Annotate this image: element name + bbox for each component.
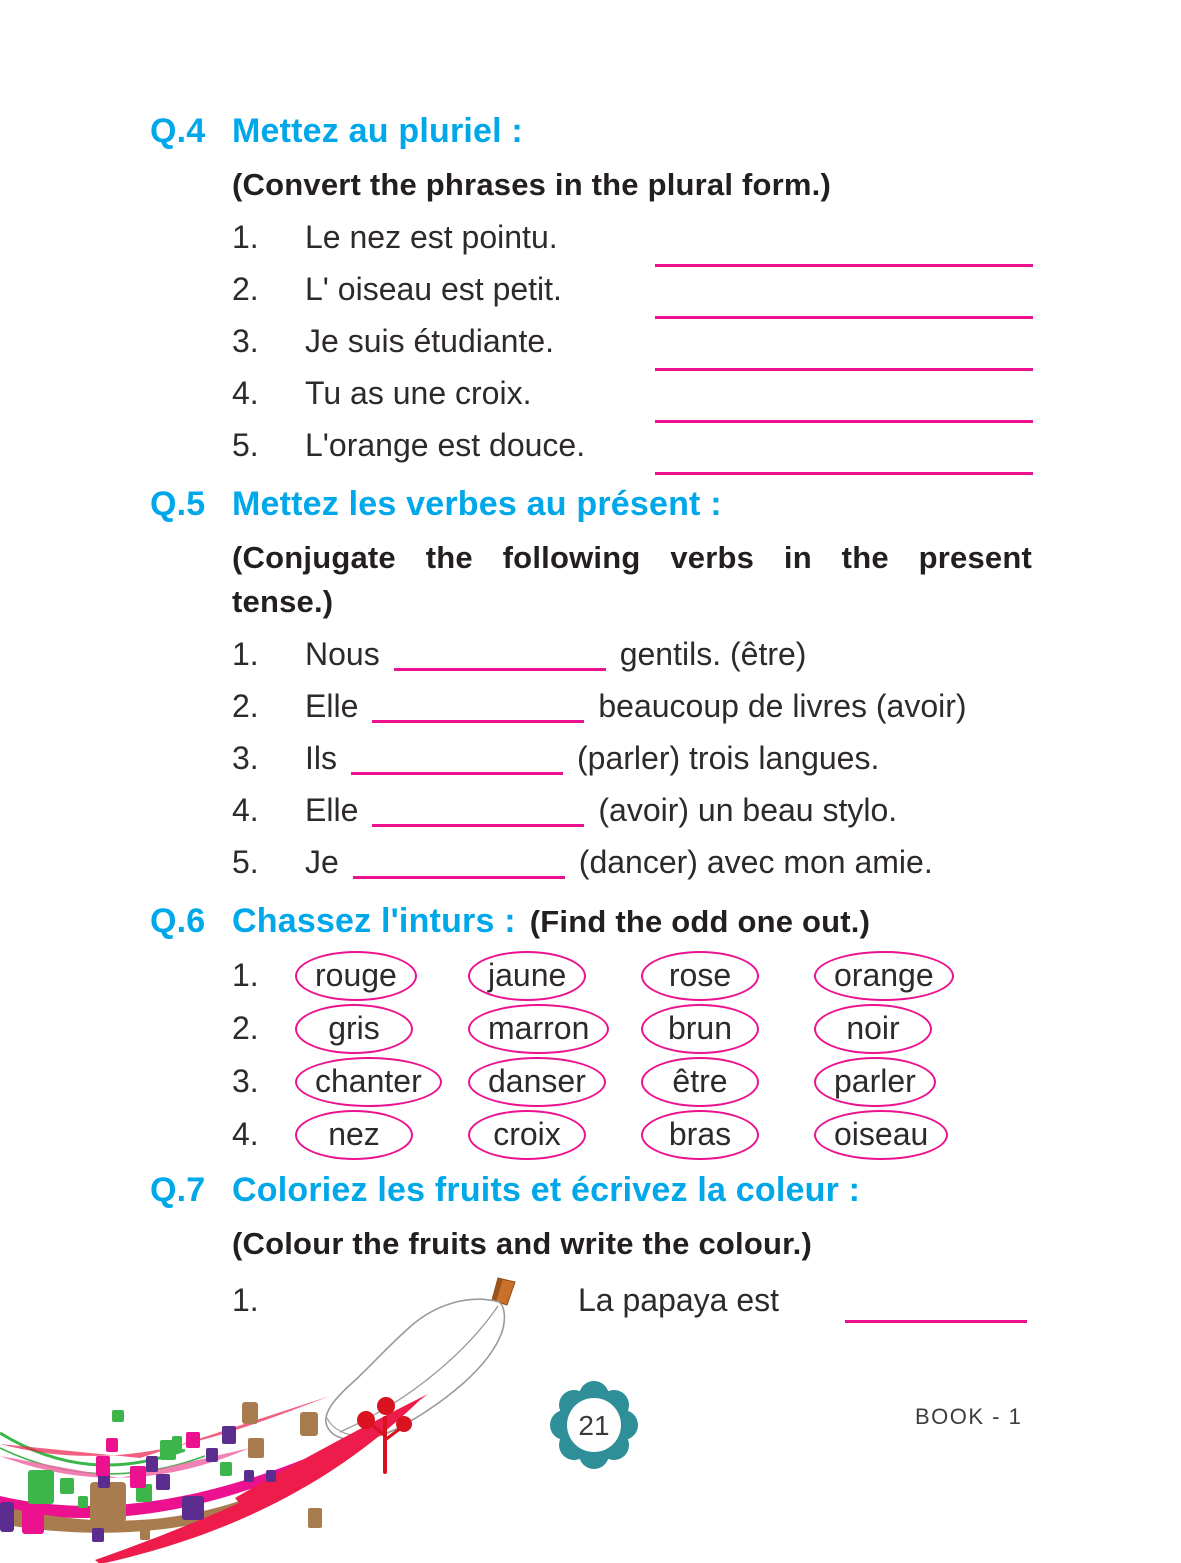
item-number: 4. <box>232 1116 259 1152</box>
q7-title-english: (Colour the fruits and write the colour.… <box>232 1226 812 1261</box>
q5-item-3: 3. Ils (parler) trois langues. <box>150 740 1121 792</box>
word-oval[interactable]: rose <box>641 950 759 1001</box>
item-text: Le nez est pointu. <box>305 219 558 255</box>
item-number: 3. <box>232 1063 259 1099</box>
q6-title-english: (Find the odd one out.) <box>529 904 871 939</box>
item-number: 1. <box>232 957 259 993</box>
fill-in-blank[interactable] <box>352 875 565 879</box>
word-oval[interactable]: bras <box>641 1109 759 1160</box>
fill-in-blank[interactable] <box>351 771 563 775</box>
item-text-before: Ils <box>305 740 337 776</box>
answer-blank[interactable] <box>655 368 1033 371</box>
q4-item-2: 2. L' oiseau est petit. <box>150 271 1121 323</box>
q4-title-french: Mettez au pluriel : <box>232 112 523 150</box>
item-text: Tu as une croix. <box>305 375 532 411</box>
item-number: 4. <box>232 375 259 411</box>
q6-row-3: 3. chanter danser être parler <box>150 1055 1121 1108</box>
fill-in-blank[interactable] <box>372 823 585 827</box>
q4-item-4: 4. Tu as une croix. <box>150 375 1121 427</box>
item-number: 5. <box>232 844 259 880</box>
word-oval[interactable]: jaune <box>468 950 587 1001</box>
item-number: 2. <box>232 271 259 307</box>
q7-label: Q.7 <box>150 1171 206 1209</box>
q7-heading: Q.7 Coloriez les fruits et écrivez la co… <box>150 1171 1121 1210</box>
answer-blank[interactable] <box>655 316 1033 319</box>
fill-in-blank[interactable] <box>393 667 606 671</box>
answer-blank[interactable] <box>655 264 1033 267</box>
q6-heading: Q.6 Chassez l'inturs : (Find the odd one… <box>150 902 1121 941</box>
item-text-before: Nous <box>305 636 380 672</box>
item-number: 3. <box>232 323 259 359</box>
q7-item-1: 1. La papaya est <box>150 1277 1121 1488</box>
item-text-after: (dancer) avec mon amie. <box>578 844 933 880</box>
colour-answer-blank[interactable] <box>845 1320 1027 1323</box>
answer-blank[interactable] <box>655 420 1033 423</box>
item-text-after: beaucoup de livres (avoir) <box>598 688 967 724</box>
item-number: 5. <box>232 427 259 463</box>
word-oval[interactable]: chanter <box>295 1056 442 1107</box>
answer-blank[interactable] <box>655 472 1033 475</box>
item-number: 1. <box>232 1282 259 1318</box>
confetti-decoration <box>0 1394 428 1563</box>
word-oval[interactable]: gris <box>295 1003 413 1054</box>
item-number: 2. <box>232 1010 259 1046</box>
q6-row-4: 4. nez croix bras oiseau <box>150 1108 1121 1161</box>
word-oval[interactable]: oiseau <box>814 1109 949 1160</box>
word-oval[interactable]: marron <box>468 1003 610 1054</box>
q5-title-french: Mettez les verbes au présent : <box>232 485 722 523</box>
word-oval[interactable]: parler <box>814 1056 936 1107</box>
book-label: BOOK - 1 <box>915 1404 1023 1429</box>
q6-row-2: 2. gris marron brun noir <box>150 1002 1121 1055</box>
q5-item-4: 4. Elle (avoir) un beau stylo. <box>150 792 1121 844</box>
word-oval[interactable]: danser <box>468 1056 606 1107</box>
q7-sentence: La papaya est <box>578 1282 780 1318</box>
item-text-after: (avoir) un beau stylo. <box>598 792 898 828</box>
page-number: 21 <box>578 1410 609 1441</box>
item-text-after: gentils. (être) <box>619 636 807 672</box>
q7-title-french: Coloriez les fruits et écrivez la coleur… <box>232 1171 861 1209</box>
q4-item-5: 5. L'orange est douce. <box>150 427 1121 479</box>
q4-item-3: 3. Je suis étudiante. <box>150 323 1121 375</box>
q5-item-5: 5. Je (dancer) avec mon amie. <box>150 844 1121 896</box>
item-text-before: Elle <box>305 688 359 724</box>
fill-in-blank[interactable] <box>372 719 585 723</box>
item-number: 4. <box>232 792 259 828</box>
q4-label: Q.4 <box>150 112 206 150</box>
word-oval[interactable]: être <box>641 1056 759 1107</box>
word-oval[interactable]: nez <box>295 1109 413 1160</box>
q6-label: Q.6 <box>150 902 206 940</box>
q5-heading: Q.5 Mettez les verbes au présent : <box>150 485 1121 524</box>
item-number: 2. <box>232 688 259 724</box>
item-text: Je suis étudiante. <box>305 323 555 359</box>
word-oval[interactable]: brun <box>641 1003 759 1054</box>
word-oval[interactable]: rouge <box>295 950 417 1001</box>
item-number: 1. <box>232 219 259 255</box>
q5-title-english-line2: tense.) <box>232 584 334 619</box>
item-text: L' oiseau est petit. <box>305 271 562 307</box>
word-oval[interactable]: orange <box>814 950 954 1001</box>
page-number-badge: 21 <box>550 1381 638 1469</box>
q4-heading: Q.4 Mettez au pluriel : <box>150 112 1121 151</box>
item-text-after: (parler) trois langues. <box>577 740 880 776</box>
item-text-before: Elle <box>305 792 359 828</box>
q5-title-english-line1: (Conjugate the following verbs in the pr… <box>232 540 1032 575</box>
q5-item-2: 2. Elle beaucoup de livres (avoir) <box>150 688 1121 740</box>
q5-item-1: 1. Nous gentils. (être) <box>150 636 1121 688</box>
q4-title-english: (Convert the phrases in the plural form.… <box>232 167 832 202</box>
q6-row-1: 1. rouge jaune rose orange <box>150 949 1121 1002</box>
item-text: L'orange est douce. <box>305 427 586 463</box>
q4-item-1: 1. Le nez est pointu. <box>150 219 1121 271</box>
word-oval[interactable]: croix <box>468 1109 586 1160</box>
item-text-before: Je <box>305 844 339 880</box>
item-number: 3. <box>232 740 259 776</box>
word-oval[interactable]: noir <box>814 1003 932 1054</box>
q6-title-french: Chassez l'inturs : <box>232 902 516 940</box>
item-number: 1. <box>232 636 259 672</box>
q5-label: Q.5 <box>150 485 206 523</box>
